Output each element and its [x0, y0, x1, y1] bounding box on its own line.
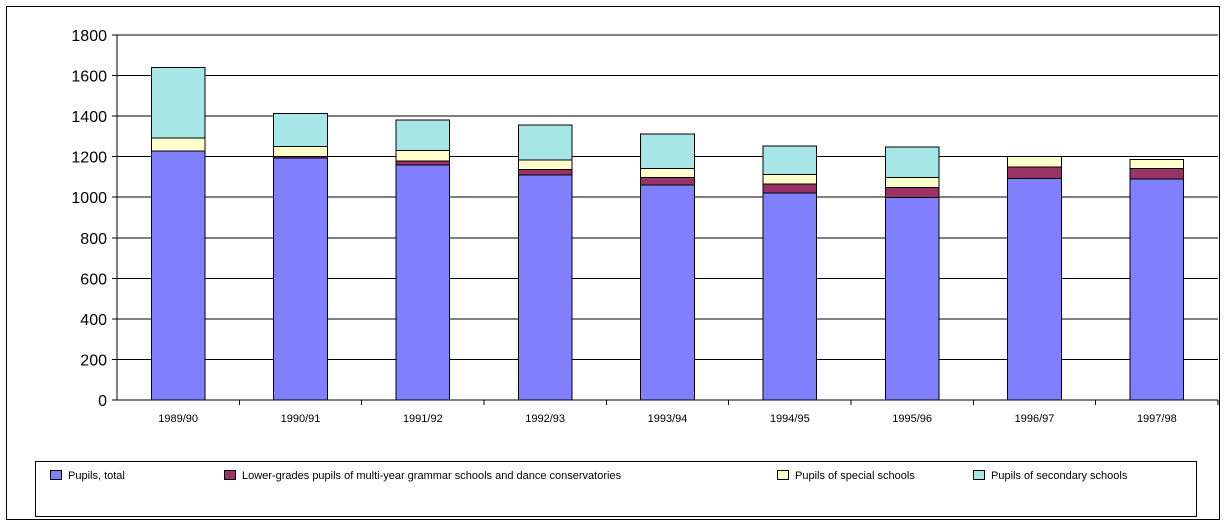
bar-segment [1129, 159, 1185, 169]
y-tick-label: 200 [80, 352, 107, 369]
legend-label-pupils-total: Pupils, total [68, 470, 125, 482]
bar-segment [150, 150, 206, 401]
bar-segment [273, 146, 328, 158]
bar-segment [884, 146, 940, 179]
bar-segment [395, 164, 451, 401]
bar-segment [1129, 167, 1185, 180]
y-tick-label: 1600 [71, 69, 107, 86]
x-tick-label: 1995/96 [892, 413, 932, 425]
legend-swatch-special-schools [777, 470, 789, 481]
bar-segment [884, 177, 940, 189]
bar-segment [517, 124, 573, 161]
legend-label-secondary-schools: Pupils of secondary schools [991, 470, 1128, 482]
bar-segment [640, 167, 695, 178]
chart-legend: Pupils, total Lower-grades pupils of mul… [35, 461, 1197, 517]
y-tick-label: 1800 [71, 28, 107, 45]
x-tick-label: 1991/92 [403, 413, 443, 425]
x-tick-label: 1997/98 [1137, 413, 1177, 425]
bar-segment [1007, 177, 1062, 401]
x-tick-label: 1996/97 [1015, 413, 1055, 425]
bar-segment [395, 160, 451, 166]
legend-label-lower-grades: Lower-grades pupils of multi-year gramma… [242, 470, 622, 482]
y-tick-label: 800 [80, 231, 107, 248]
legend-swatch-secondary-schools [973, 470, 985, 481]
y-tick-label: 1200 [71, 150, 107, 167]
legend-item-special-schools: Pupils of special schools [777, 470, 915, 482]
y-tick-label: 1400 [71, 109, 107, 126]
legend-label-special-schools: Pupils of special schools [795, 470, 915, 482]
bar-segment [762, 183, 818, 194]
legend-item-lower-grades: Lower-grades pupils of multi-year gramma… [224, 470, 621, 482]
bar-segment [762, 173, 818, 185]
bar-segment [884, 196, 940, 401]
bar-segment [640, 133, 695, 169]
y-tick-label: 600 [80, 271, 107, 288]
legend-item-secondary-schools: Pupils of secondary schools [973, 470, 1127, 482]
bar-segment [1007, 155, 1062, 168]
bar-segment [640, 184, 695, 401]
x-tick-label: 1992/93 [525, 413, 565, 425]
x-tick-label: 1990/91 [281, 413, 321, 425]
bar-segment [1007, 166, 1062, 179]
legend-swatch-lower-grades [224, 470, 236, 481]
bar-segment [762, 145, 818, 175]
bar-segment [395, 119, 451, 151]
bar-segment [150, 137, 206, 152]
y-tick-label: 0 [98, 393, 107, 410]
bar-segment [1129, 178, 1185, 401]
bar-segment [395, 149, 451, 162]
bar-segment [150, 66, 206, 139]
bar-segment [640, 176, 695, 186]
x-tick-label: 1989/90 [158, 413, 198, 425]
bar-segment [517, 174, 573, 401]
bar-segment [884, 187, 940, 198]
bar-segment [517, 159, 573, 170]
y-tick-label: 1000 [71, 190, 107, 207]
bar-segment [517, 168, 573, 176]
bar-segment [273, 157, 328, 401]
bar-segment [273, 112, 328, 148]
x-tick-label: 1994/95 [770, 413, 810, 425]
legend-swatch-pupils-total [50, 470, 62, 481]
x-tick-label: 1993/94 [648, 413, 688, 425]
legend-item-pupils-total: Pupils, total [50, 470, 125, 482]
bar-segment [762, 192, 818, 401]
y-tick-label: 400 [80, 312, 107, 329]
